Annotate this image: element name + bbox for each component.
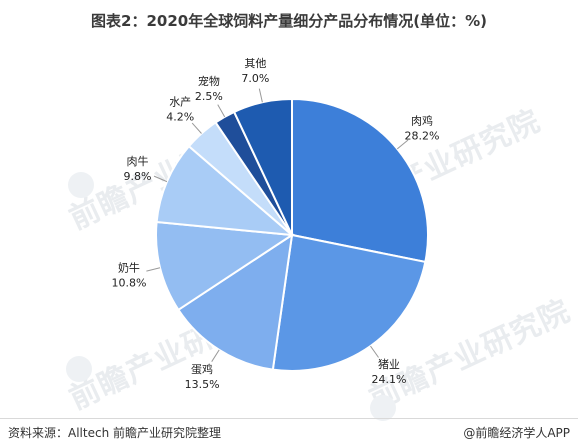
slice-label-宠物: 宠物 2.5% bbox=[195, 74, 223, 103]
pie-slice-肉牛 bbox=[155, 144, 296, 237]
chart-title: 图表2：2020年全球饲料产量细分产品分布情况(单位：%) bbox=[91, 12, 487, 30]
slice-value-label: 10.8% bbox=[111, 276, 146, 289]
slice-label-蛋鸡: 蛋鸡 13.5% bbox=[185, 362, 220, 391]
slice-value-label: 13.5% bbox=[185, 378, 220, 391]
slice-label-肉鸡: 肉鸡 28.2% bbox=[405, 114, 440, 143]
leader-line bbox=[217, 104, 226, 118]
slice-label-奶牛: 奶牛 10.8% bbox=[111, 260, 146, 289]
slice-label-其他: 其他 7.0% bbox=[241, 57, 269, 85]
source-note: 资料来源：Alltech 前瞻产业研究院整理 bbox=[8, 426, 221, 440]
slice-category-label: 猪业 bbox=[378, 358, 400, 371]
pie-slice-奶牛 bbox=[155, 220, 295, 312]
slice-category-label: 肉鸡 bbox=[411, 114, 433, 128]
slice-category-label: 蛋鸡 bbox=[191, 362, 213, 376]
leader-line bbox=[258, 88, 263, 103]
pie-slice-其他 bbox=[232, 97, 293, 236]
footer: 资料来源：Alltech 前瞻产业研究院整理 @前瞻经济学人APP bbox=[0, 418, 578, 445]
slice-value-label: 9.8% bbox=[124, 170, 152, 183]
slice-value-label: 2.5% bbox=[195, 90, 223, 103]
slice-label-肉牛: 肉牛 9.8% bbox=[124, 154, 152, 183]
slice-category-label: 肉牛 bbox=[126, 154, 148, 168]
slice-value-label: 28.2% bbox=[405, 130, 440, 143]
leader-line bbox=[153, 175, 168, 183]
slice-value-label: 7.0% bbox=[241, 72, 269, 85]
slice-category-label: 宠物 bbox=[198, 74, 220, 88]
leader-line bbox=[211, 349, 220, 362]
leader-line bbox=[146, 267, 161, 272]
watermark-logo-icon bbox=[68, 172, 94, 198]
pie-slice-肉鸡 bbox=[291, 97, 429, 264]
credit-note: @前瞻经济学人APP bbox=[463, 426, 570, 440]
slice-category-label: 水产 bbox=[169, 95, 191, 109]
slice-label-猪业: 猪业 24.1% bbox=[371, 358, 406, 386]
pie-slice-蛋鸡 bbox=[177, 232, 294, 371]
leader-line bbox=[191, 122, 202, 134]
leader-line bbox=[396, 139, 409, 150]
watermark-logo-icon bbox=[66, 356, 92, 382]
slice-category-label: 奶牛 bbox=[118, 260, 140, 274]
slice-category-label: 其他 bbox=[244, 57, 266, 70]
leader-line bbox=[370, 345, 379, 358]
slice-value-label: 4.2% bbox=[166, 111, 194, 124]
slice-value-label: 24.1% bbox=[371, 373, 406, 386]
watermark-logo-icon bbox=[370, 395, 396, 421]
slice-label-水产: 水产 4.2% bbox=[166, 95, 194, 124]
